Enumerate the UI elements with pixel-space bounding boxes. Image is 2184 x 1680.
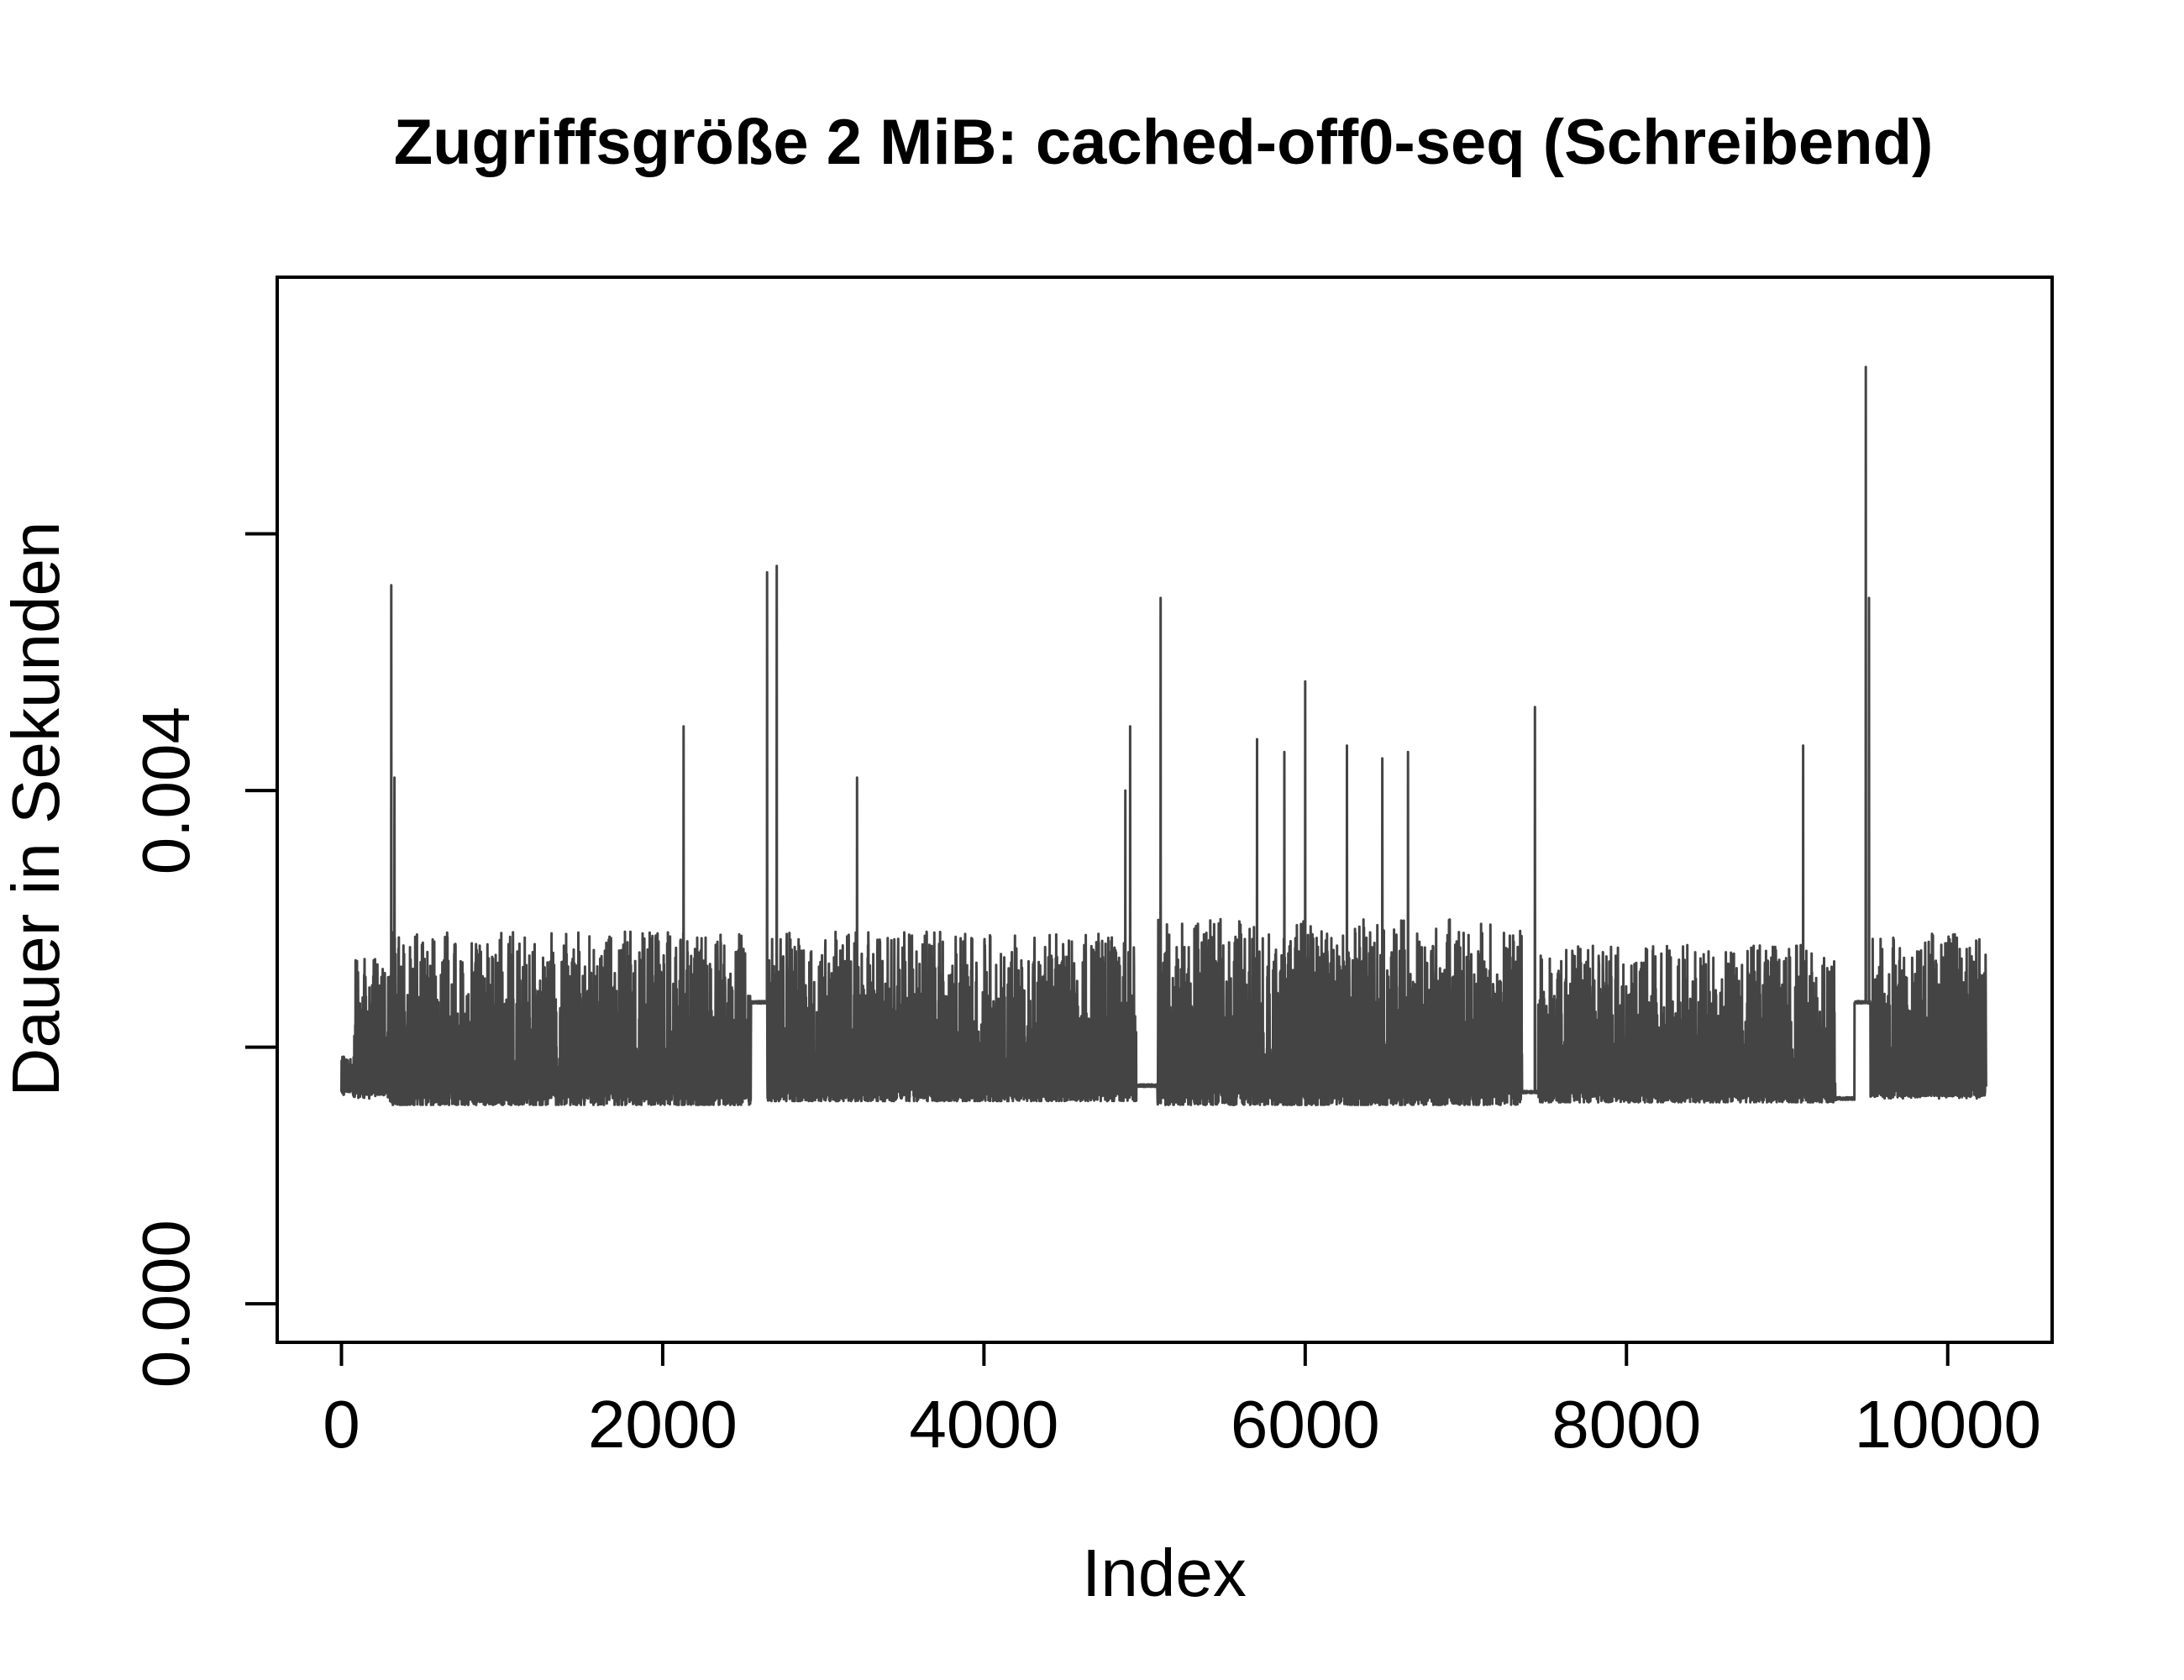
x-tick-label: 8000 — [1551, 1387, 1701, 1462]
plot-frame — [276, 276, 2054, 1344]
x-axis-label: Index — [1082, 1536, 1247, 1610]
chart-title: Zugriffsgröße 2 MiB: cached-off0-seq (Sc… — [394, 107, 1934, 178]
x-axis: 0 2000 4000 6000 8000 10000 — [323, 1341, 2041, 1462]
x-tick-label: 10000 — [1854, 1387, 2040, 1462]
y-tick-label: 0.000 — [129, 1220, 203, 1388]
x-tick-label: 2000 — [588, 1387, 738, 1462]
y-axis-label: Dauer in Sekunden — [0, 522, 73, 1097]
x-tick-label: 6000 — [1231, 1387, 1380, 1462]
x-tick-label: 4000 — [909, 1387, 1058, 1462]
series-layer — [340, 365, 1987, 1106]
x-tick-label: 0 — [323, 1387, 360, 1462]
series-line — [340, 365, 1987, 1106]
y-axis: 0.000 0.004 — [129, 532, 277, 1388]
y-tick-label: 0.004 — [129, 706, 203, 874]
